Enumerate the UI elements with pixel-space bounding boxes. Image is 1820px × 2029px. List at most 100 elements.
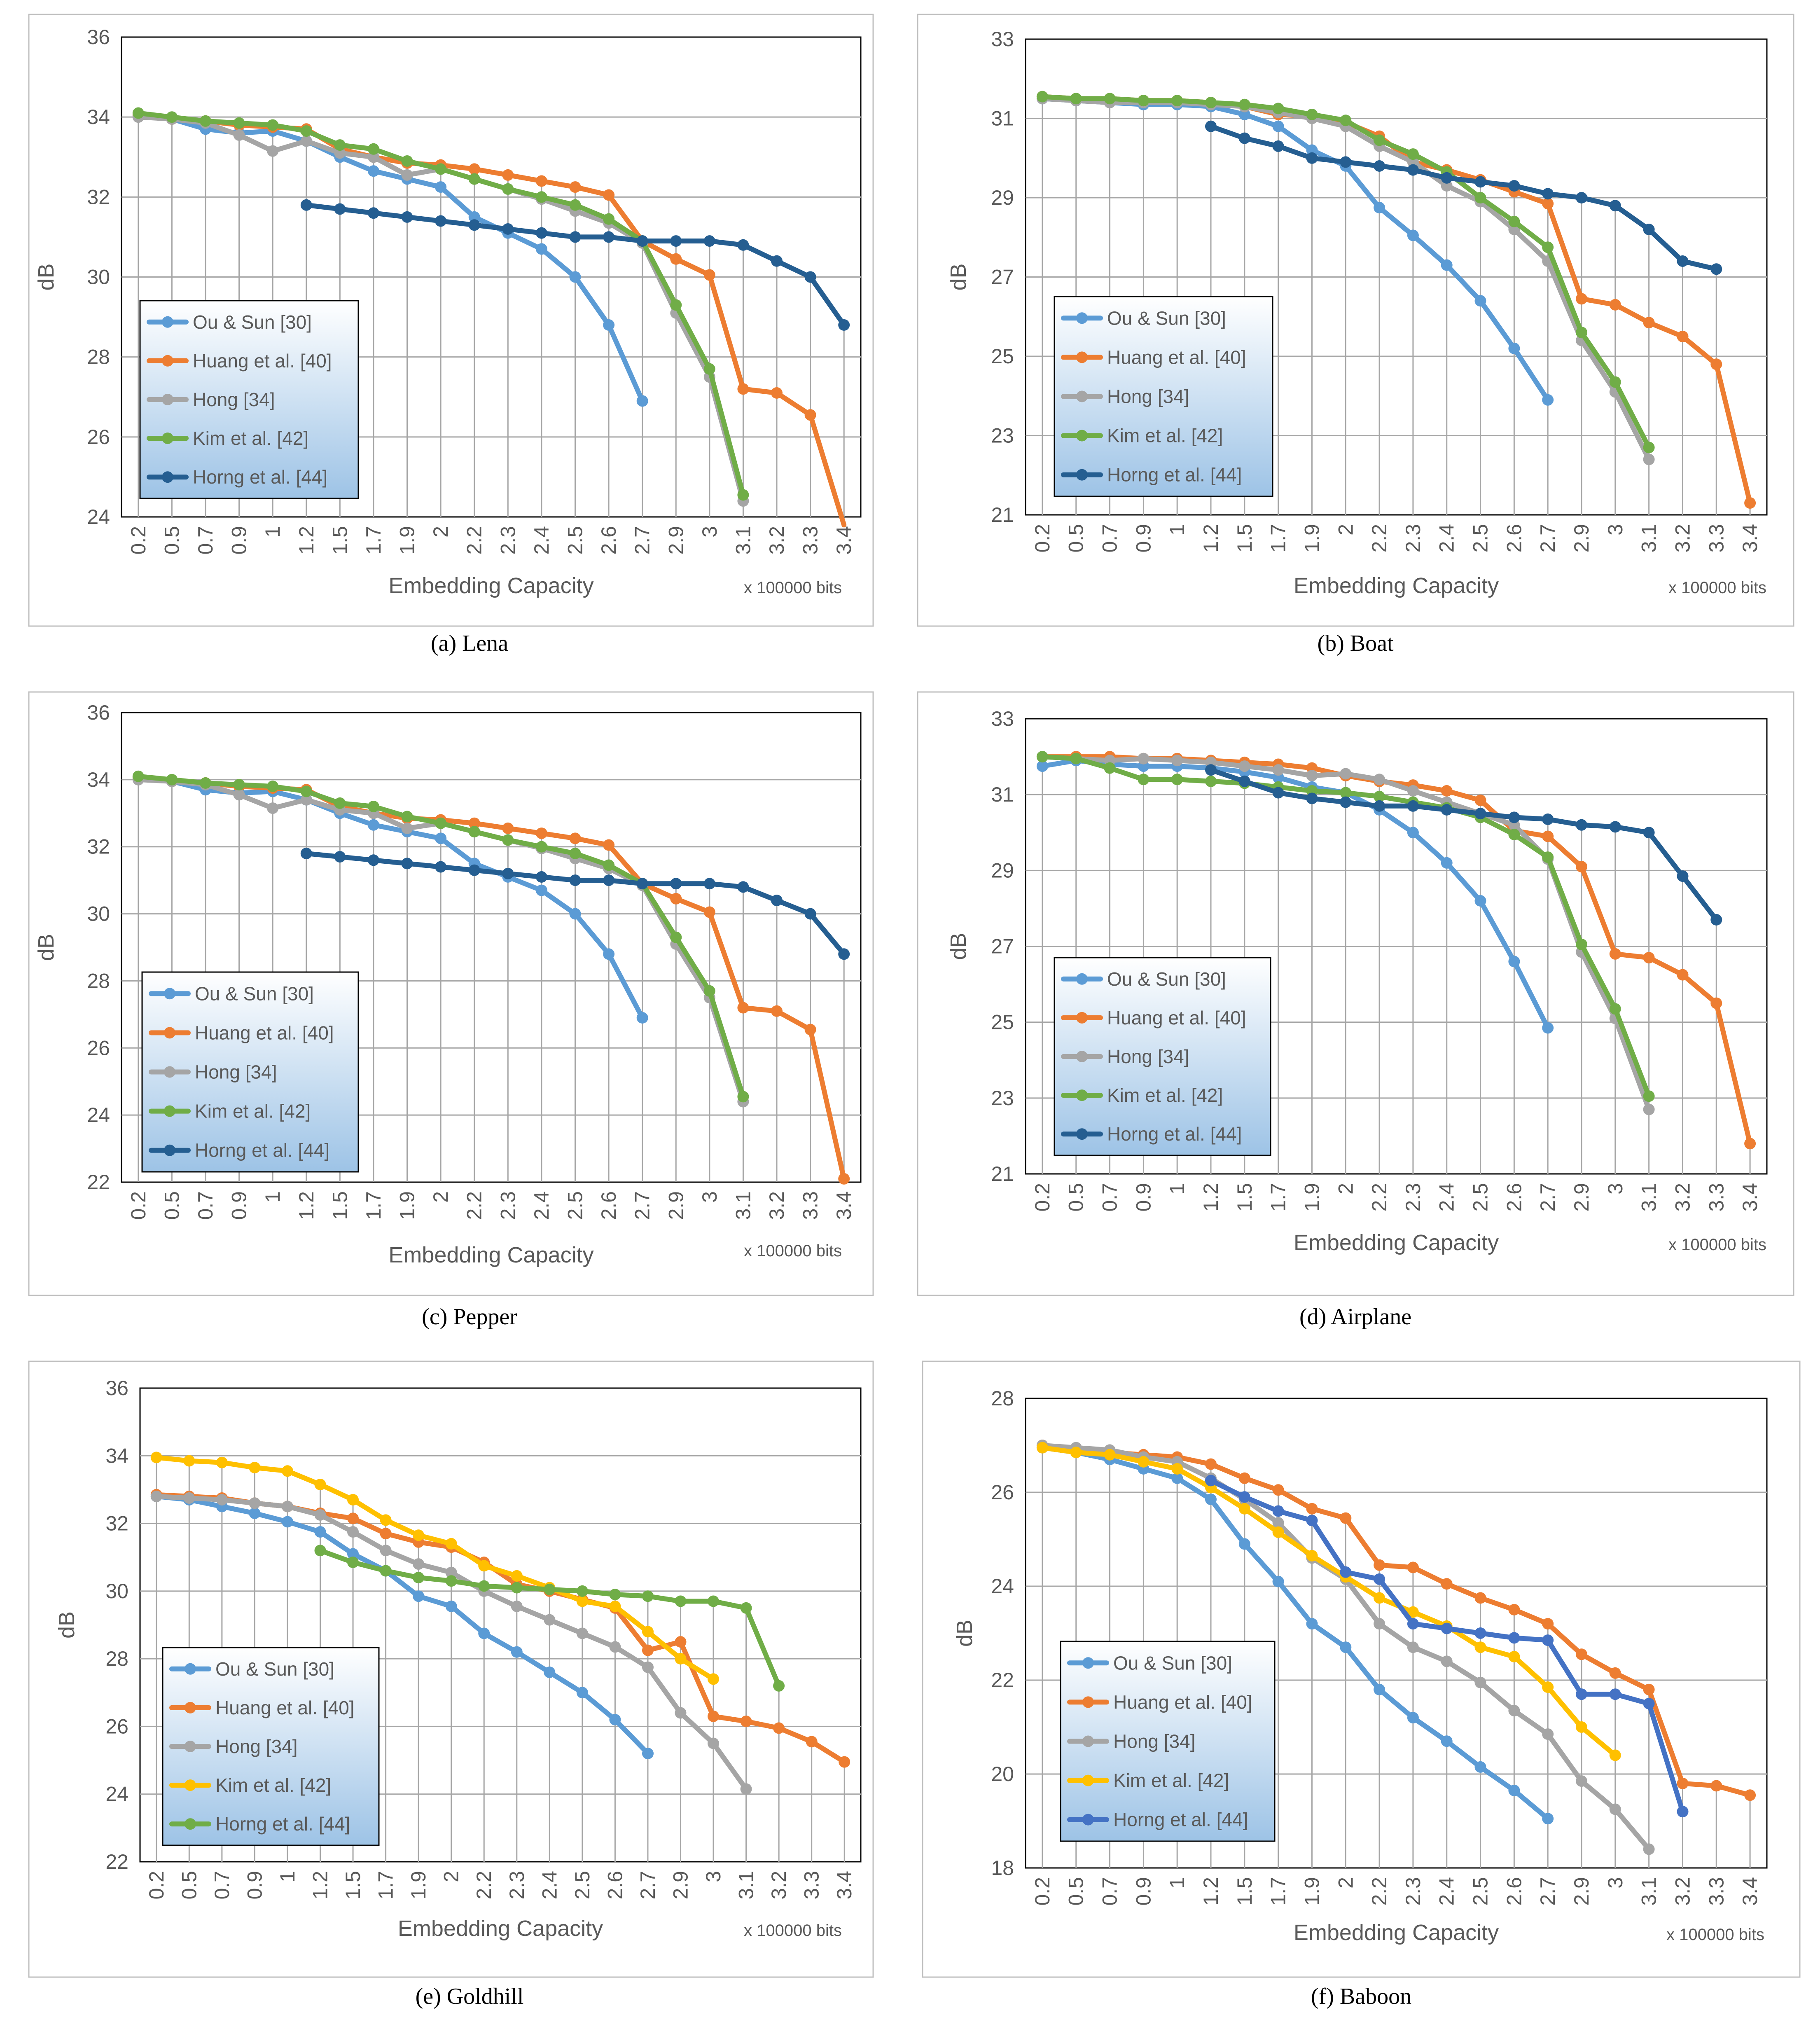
y-tick-label: 24 [87,1103,110,1127]
data-point [1238,132,1250,144]
x-tick-label: 1.2 [295,1191,318,1220]
data-point [1374,134,1385,146]
data-point [609,1589,621,1601]
data-point [502,867,514,879]
legend: Ou & Sun [30] Huang et al. [40] Hong [34] K… [1054,957,1271,1156]
data-point [1576,1648,1587,1660]
data-point [740,1602,752,1614]
data-point [1677,1806,1689,1818]
legend-item-hong-34: Hong [34] [149,1061,277,1083]
legend-item-horng-et-al-44: Horng et al. [44] [147,466,327,488]
x-tick-label: 0.2 [127,526,150,555]
data-point [569,874,581,886]
x-tick-label: 1.9 [1300,1877,1323,1906]
data-point [771,255,783,267]
legend-label: Horng et al. [44] [1107,1123,1242,1145]
data-point [1441,804,1453,816]
data-point [670,299,682,311]
x-tick-label: 2.3 [1402,524,1425,553]
data-point [1171,755,1183,767]
x-tick-label: 2.4 [1435,1877,1458,1906]
data-point [1508,1784,1520,1796]
data-point [1609,299,1621,311]
data-point [804,409,816,421]
data-point [838,1173,850,1185]
x-tick-label: 2.6 [1502,524,1526,553]
data-point [300,135,312,147]
series-horng-et-al-44 [300,199,850,331]
legend-label: Kim et al. [42] [1107,1085,1223,1106]
x-tick-label: 1.7 [1267,1183,1290,1212]
data-point [1138,95,1149,107]
legend-swatch-marker [185,1779,196,1791]
data-point [1710,358,1722,370]
legend-label: Ou & Sun [30] [1107,307,1226,329]
legend-swatch-marker [162,394,173,405]
x-tick-label: 2.2 [463,1191,486,1220]
x-axis-title: Embedding Capacity [1294,1920,1499,1945]
x-tick-label: 2.2 [1368,1877,1391,1906]
data-point [367,819,379,831]
data-point [1306,144,1318,156]
legend-swatch-marker [162,471,173,483]
data-point [367,151,379,163]
y-tick-label: 34 [87,768,110,791]
data-point [642,1626,654,1638]
data-point [1272,103,1284,115]
x-tick-label: 2.5 [571,1871,594,1900]
chart-caption: (e) Goldhill [416,1984,524,2009]
y-tick-label: 31 [991,783,1014,806]
x-tick-label: 1.9 [396,526,419,555]
data-point [282,1516,293,1528]
data-point [468,173,480,185]
data-point [569,199,581,211]
data-point [401,155,413,167]
data-point [1576,938,1587,950]
chart-baboon: 18 20 22 24 26 28 0.2 0.5 0.7 0.9 1 1.2 1.5 1.7 1.9 2 2.… [922,1360,1801,2009]
data-point [435,861,447,873]
data-point [1508,215,1520,227]
data-point [1407,1618,1419,1630]
data-point [535,243,547,255]
data-point [839,1756,850,1768]
data-point [267,781,279,792]
legend-item-kim-et-al-42: Kim et al. [42] [1061,425,1223,446]
x-tick-label: 3.1 [735,1871,758,1900]
legend-swatch-marker [1082,1814,1094,1826]
data-point [216,1494,228,1506]
data-point [1508,1632,1520,1644]
data-point [544,1614,556,1626]
y-tick-label: 28 [87,969,110,992]
x-tick-label: 0.7 [1098,1183,1121,1212]
data-point [703,269,715,281]
data-point [1643,1103,1655,1115]
x-tick-label: 1.5 [1233,524,1256,553]
chart-caption: (c) Pepper [422,1304,517,1330]
data-point [1272,787,1284,799]
legend-swatch-marker [164,1066,175,1078]
data-point [1576,1688,1587,1700]
legend: Ou & Sun [30] Huang et al. [40] Hong [34] K… [162,1647,380,1846]
legend-swatch-marker [1076,312,1088,324]
data-point [502,169,514,181]
x-tick-label: 0.5 [1065,1183,1088,1212]
data-point [1542,1618,1554,1630]
x-tick-label: 0.2 [1031,1877,1054,1906]
data-point [334,851,346,863]
x-tick-label: 2.6 [597,1191,620,1220]
data-point [1744,1138,1756,1150]
data-point [300,794,312,806]
data-point [468,163,480,175]
legend-swatch-marker [162,432,173,444]
x-tick-label: 3.3 [1705,524,1728,553]
legend-item-ou-sun-30: Ou & Sun [30] [1061,968,1226,990]
data-point [670,235,682,247]
legend-item-ou-sun-30: Ou & Sun [30] [149,983,314,1004]
x-tick-label: 1.9 [1300,1183,1323,1212]
x-tick-label: 3 [1604,524,1627,535]
x-axis-title: Embedding Capacity [1294,573,1499,598]
data-point [150,1490,162,1502]
data-point [642,1748,654,1760]
legend-item-ou-sun-30: Ou & Sun [30] [1061,307,1226,329]
x-tick-label: 1.2 [1199,1877,1222,1906]
